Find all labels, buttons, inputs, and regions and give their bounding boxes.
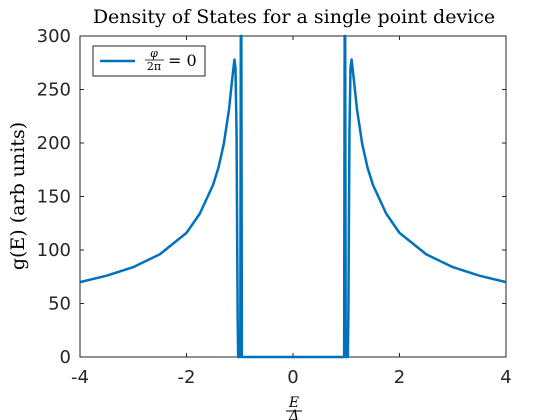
plot-area — [79, 35, 507, 358]
x-tick-label: -2 — [178, 367, 196, 388]
y-tick-label: 0 — [60, 347, 71, 368]
y-axis-ticks: 0 50 100 150 200 250 300 — [37, 26, 506, 368]
y-axis-label: g(E) (arb units) — [7, 122, 29, 270]
y-tick-label: 100 — [37, 240, 71, 261]
x-tick-label: -4 — [71, 367, 89, 388]
y-tick-label: 300 — [37, 26, 71, 47]
y-tick-label: 150 — [37, 187, 71, 208]
legend-suffix: = 0 — [168, 51, 197, 70]
x-tick-label: 4 — [500, 367, 511, 388]
x-tick-label: 0 — [287, 367, 298, 388]
x-axis-label-denominator: Δ — [288, 408, 299, 420]
legend-box — [92, 45, 206, 77]
x-tick-label: 2 — [394, 367, 405, 388]
y-tick-label: 200 — [37, 133, 71, 154]
y-tick-label: 50 — [48, 294, 71, 315]
x-axis-label: E Δ — [286, 395, 302, 420]
legend: φ 2π = 0 — [92, 45, 206, 77]
chart-title: Density of States for a single point dev… — [93, 6, 495, 28]
x-axis-ticks: -4 -2 0 2 4 — [71, 36, 512, 388]
legend-frac-numerator: φ — [150, 47, 158, 60]
legend-frac-denominator: 2π — [147, 60, 161, 73]
y-tick-label: 250 — [37, 80, 71, 101]
x-axis-label-numerator: E — [288, 395, 299, 411]
plot-frame — [79, 35, 507, 358]
